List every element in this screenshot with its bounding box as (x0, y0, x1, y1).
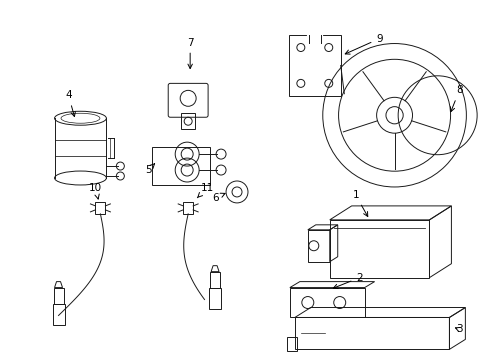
Text: 11: 11 (197, 183, 213, 198)
Text: 8: 8 (449, 85, 462, 112)
Bar (329, 220, 428, 278)
Text: 6: 6 (211, 193, 224, 203)
Bar (286, 337, 296, 351)
Text: 4: 4 (65, 90, 75, 117)
Bar (183, 202, 193, 214)
Bar (53, 288, 63, 303)
Text: 9: 9 (345, 33, 382, 54)
Bar (209, 288, 221, 310)
Bar (210, 272, 220, 288)
Bar (288, 35, 340, 96)
Bar (181, 113, 195, 129)
Bar (95, 202, 105, 214)
Text: 2: 2 (333, 273, 362, 289)
Text: 1: 1 (352, 190, 367, 216)
Text: 5: 5 (144, 164, 154, 175)
Text: 10: 10 (89, 183, 102, 199)
Bar (289, 288, 364, 318)
Bar (294, 318, 448, 349)
Text: 3: 3 (454, 324, 462, 334)
Bar (307, 230, 329, 262)
Bar (52, 303, 64, 325)
Text: 7: 7 (186, 37, 193, 68)
Bar (152, 147, 210, 185)
